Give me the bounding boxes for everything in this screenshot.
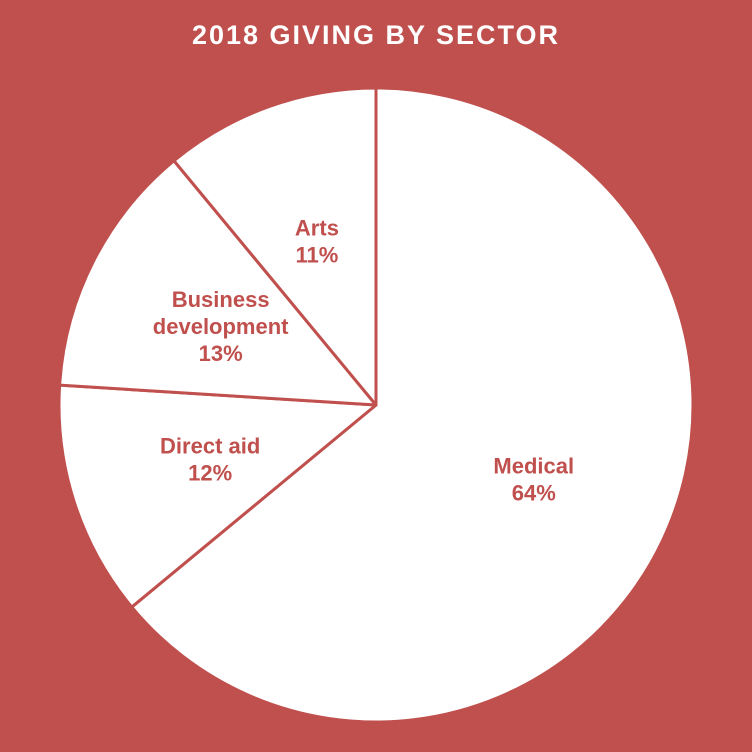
slice-label-medical: Medical 64% [493, 454, 574, 506]
pie-slice-direct-aid [57, 383, 378, 609]
slice-label-arts: Arts 11% [295, 215, 339, 267]
slice-label-business-development: Business development 13% [153, 287, 289, 366]
slice-label-direct-aid: Direct aid 12% [160, 433, 260, 485]
pie-slice-medical [130, 86, 695, 724]
pie-slice-arts [172, 86, 378, 407]
pie-slice-business-development [58, 159, 378, 407]
chart-title: 2018 GIVING BY SECTOR [191, 20, 561, 50]
